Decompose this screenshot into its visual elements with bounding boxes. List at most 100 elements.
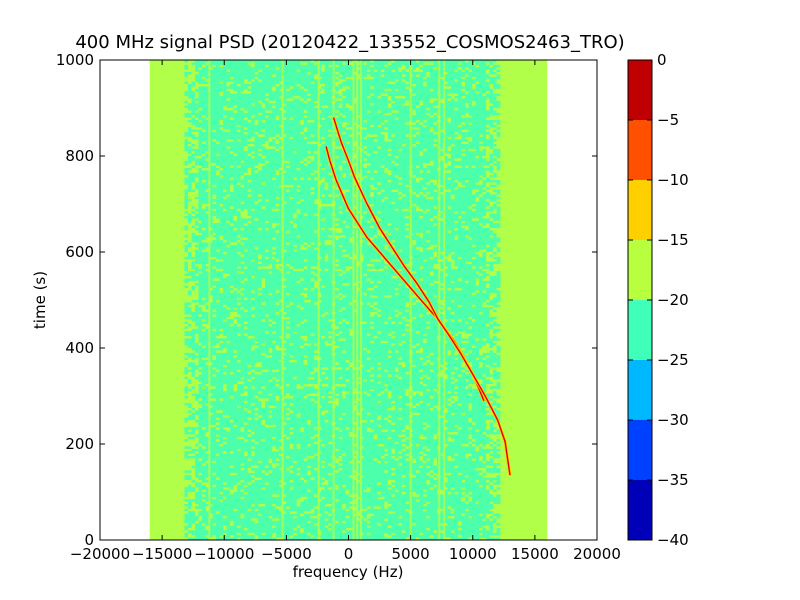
heatmap-cell [230,487,234,490]
heatmap-cell [237,96,241,99]
heatmap-cell [254,189,259,193]
heatmap-cell [268,518,273,522]
heatmap-cell [237,489,241,493]
heatmap-cell [258,103,262,106]
heatmap-cell [244,244,248,248]
heatmap-cell [219,213,224,217]
heatmap-cell [205,278,210,282]
heatmap-cell [237,432,241,435]
heatmap-cell [240,475,245,478]
heatmap-cell [233,175,238,178]
heatmap-cell [261,213,266,217]
heatmap-cell [268,208,273,212]
heatmap-cell [191,345,196,349]
heatmap-cell [254,489,259,493]
heatmap-cell [219,261,224,265]
heatmap-cell [240,256,245,260]
heatmap-cell [202,405,206,409]
heatmap-cell [202,213,206,217]
heatmap-cell [251,360,255,363]
heatmap-cell [251,249,255,253]
heatmap-cell [244,492,248,495]
heatmap-cell [226,196,231,200]
heatmap-cell [261,211,266,214]
heatmap-cell [209,405,213,409]
heatmap-cell [219,194,224,198]
heatmap-cell [226,518,231,522]
heatmap-cell [240,499,245,502]
heatmap-cell [205,316,210,320]
heatmap-cell [202,436,206,440]
heatmap-cell [244,475,248,478]
heatmap-cell [223,259,227,262]
heatmap-cell [265,98,269,102]
heatmap-cell [202,487,206,490]
heatmap-cell [205,232,210,236]
heatmap-cell [195,175,199,178]
heatmap-cell [198,124,203,128]
heatmap-cell [184,62,189,66]
heatmap-cell [244,496,248,500]
heatmap-cell [202,516,206,519]
heatmap-cell [247,156,252,159]
heatmap-cell [251,482,255,486]
heatmap-cell [265,352,269,356]
heatmap-cell [202,367,206,370]
heatmap-cell [184,180,189,183]
heatmap-cell [216,110,220,114]
heatmap-cell [233,518,238,522]
heatmap-cell [240,115,245,118]
heatmap-cell [198,216,203,219]
heatmap-cell [205,273,210,277]
heatmap-cell [265,307,269,310]
heatmap-cell [268,504,273,507]
heatmap-cell [251,91,255,94]
heatmap-cell [254,458,259,462]
heatmap-cell [191,194,196,198]
heatmap-cell [195,384,199,387]
heatmap-cell [261,480,266,483]
heatmap-cell [191,69,196,73]
heatmap-cell [205,199,210,202]
heatmap-cell [223,67,227,70]
heatmap-cell [195,259,199,262]
heatmap-cell [219,456,224,459]
heatmap-cell [244,300,248,303]
heatmap-cell [188,436,192,440]
heatmap-cell [216,412,220,416]
heatmap-cell [223,439,227,442]
heatmap-cell [216,489,220,493]
heatmap-cell [268,360,273,363]
heatmap-cell [195,386,199,390]
heatmap-cell [191,86,196,90]
heatmap-cell [198,288,203,291]
heatmap-cell [254,350,259,354]
heatmap-cell [254,201,259,205]
heatmap-cell [268,379,273,382]
heatmap-cell [216,160,220,164]
heatmap-cell [184,441,189,445]
heatmap-cell [247,511,252,514]
heatmap-cell [216,355,220,358]
heatmap-cell [188,163,192,166]
heatmap-cell [209,372,213,375]
heatmap-cell [202,403,206,406]
heatmap-cell [254,348,259,351]
heatmap-cell [268,456,273,459]
heatmap-cell [265,213,269,217]
heatmap-cell [191,528,196,531]
heatmap-cell [195,417,199,421]
heatmap-cell [265,201,269,205]
heatmap-cell [209,424,213,428]
heatmap-cell [223,446,227,450]
heatmap-cell [251,120,255,123]
heatmap-cell [216,484,220,488]
heatmap-cell [240,357,245,361]
heatmap-cell [268,170,273,174]
heatmap-cell [240,136,245,140]
heatmap-cell [265,271,269,274]
heatmap-cell [233,156,238,159]
heatmap-cell [261,364,266,368]
heatmap-cell [226,410,231,414]
heatmap-cell [226,105,231,109]
